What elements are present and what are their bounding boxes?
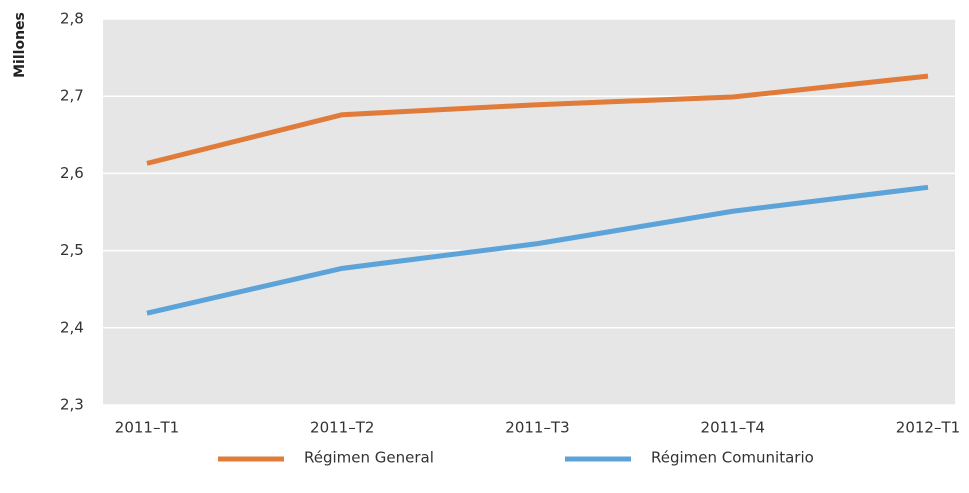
y-tick-label: 2,5 <box>60 241 84 259</box>
x-tick-label: 2011–T4 <box>701 419 765 437</box>
legend-label: Régimen General <box>304 449 434 467</box>
x-tick-label: 2011–T3 <box>505 419 569 437</box>
line-series <box>146 184 929 316</box>
line-series <box>146 73 929 166</box>
y-tick-label: 2,4 <box>60 318 84 336</box>
x-tick-label: 2011–T2 <box>310 419 374 437</box>
y-tick-label: 2,3 <box>60 396 84 414</box>
y-tick-label: 2,8 <box>60 10 84 28</box>
y-tick-label: 2,7 <box>60 87 84 105</box>
y-tick-label: 2,6 <box>60 164 84 182</box>
legend-label: Régimen Comunitario <box>651 449 814 467</box>
x-tick-label: 2011–T1 <box>115 419 179 437</box>
plot-background <box>103 19 955 405</box>
x-tick-label: 2012–T1 <box>896 419 960 437</box>
y-axis-label: Millones <box>12 12 28 78</box>
